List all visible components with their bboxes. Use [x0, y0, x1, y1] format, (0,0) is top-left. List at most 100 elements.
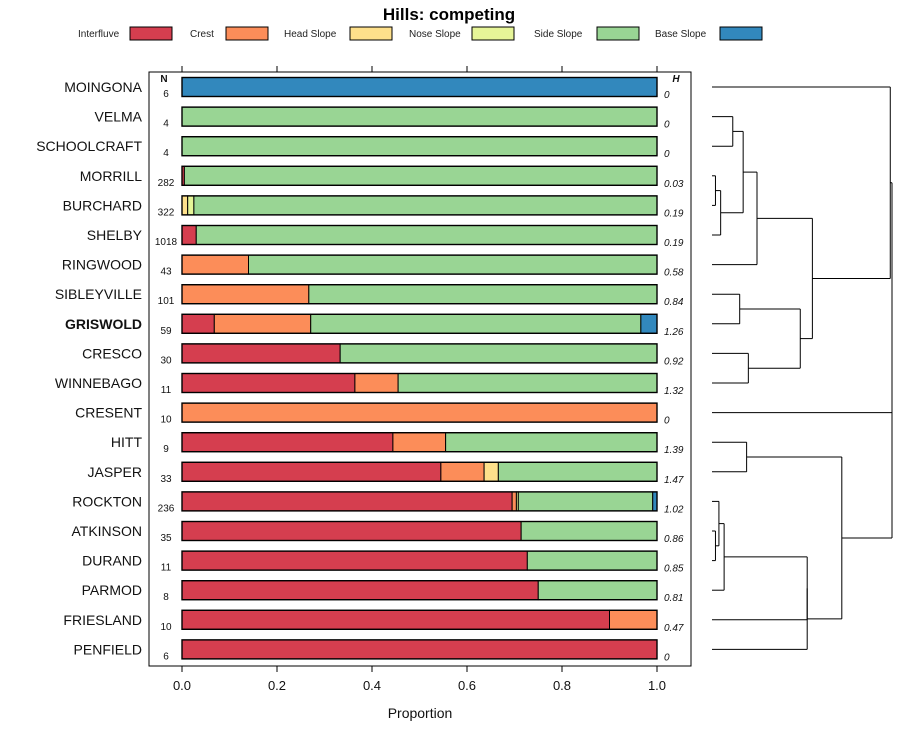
bar-parmod-side-slope [537, 580, 658, 601]
h-value-burchard: 0.19 [664, 208, 684, 219]
bar-atkinson-side-slope [520, 521, 658, 541]
bar-durand-interfluve [181, 550, 528, 571]
n-value-schoolcraft: 4 [163, 148, 169, 159]
bar-outline-cresent [181, 402, 658, 423]
legend-swatch-nose-slope [471, 26, 515, 41]
h-value-moingona: 0 [664, 90, 670, 101]
row-labels-layer: MOINGONA 6 0 VELMA 4 0 SCHOOLCRAFT 4 0 MORRILL 282… [36, 79, 684, 663]
bar-outline-parmod [181, 580, 658, 601]
row-label-rockton: ROCKTON [72, 493, 142, 509]
bar-burchard-head-slope [181, 195, 189, 216]
bar-ringwood-crest [181, 254, 249, 275]
h-value-griswold: 1.26 [664, 327, 684, 338]
bar-outline-ringwood [181, 254, 658, 275]
n-value-velma: 4 [163, 119, 169, 130]
bar-schoolcraft-side-slope [181, 136, 658, 157]
h-value-hitt: 1.39 [664, 445, 684, 456]
bar-outline-schoolcraft [181, 135, 658, 157]
n-value-penfield: 6 [163, 651, 169, 662]
legend-label-nose-slope: Nose Slope [409, 29, 461, 40]
row-label-cresco: CRESCO [82, 345, 142, 361]
row-label-burchard: BURCHARD [63, 197, 142, 213]
legend-swatch-base-slope [719, 26, 763, 41]
row-label-parmod: PARMOD [82, 582, 142, 598]
bar-cresent-crest [181, 402, 658, 423]
bar-winnebago-crest [354, 373, 399, 393]
bar-durand-side-slope [526, 550, 658, 571]
bar-atkinson-interfluve [181, 521, 522, 541]
x-tick-label-0: 0.0 [173, 678, 191, 693]
bar-hitt-crest [392, 432, 447, 453]
h-column-header: H [672, 74, 680, 85]
n-value-parmod: 8 [163, 592, 169, 603]
h-value-penfield: 0 [664, 652, 670, 663]
bar-cresco-interfluve [181, 343, 341, 364]
row-label-atkinson: ATKINSON [71, 523, 142, 539]
h-value-ringwood: 0.58 [664, 268, 684, 279]
bar-hitt-interfluve [181, 432, 394, 453]
row-label-velma: VELMA [95, 109, 143, 125]
bar-shelby-interfluve [181, 225, 197, 245]
bar-outline-velma [181, 106, 658, 127]
legend-label-side-slope: Side Slope [534, 29, 583, 40]
n-value-durand: 11 [161, 563, 172, 574]
n-value-ringwood: 43 [160, 267, 172, 278]
legend-label-interfluve: Interfluve [78, 29, 120, 40]
row-label-shelby: SHELBY [87, 227, 143, 243]
bar-jasper-head-slope [483, 461, 499, 482]
legend-label-head-slope: Head Slope [284, 29, 337, 40]
x-tick-label-2: 0.4 [363, 678, 381, 693]
h-value-jasper: 1.47 [664, 475, 684, 486]
n-value-rockton: 236 [158, 503, 175, 514]
bar-parmod-interfluve [181, 580, 539, 601]
bar-jasper-interfluve [181, 461, 442, 482]
h-value-parmod: 0.81 [664, 593, 683, 604]
h-value-cresco: 0.92 [664, 356, 684, 367]
bar-rockton-side-slope [517, 491, 654, 512]
bar-rockton-crest [511, 491, 517, 512]
bar-outline-cresco [181, 343, 658, 364]
bar-outline-jasper [181, 461, 658, 482]
chart-title: Hills: competing [383, 5, 515, 24]
n-value-jasper: 33 [160, 474, 172, 485]
legend-swatch-crest [225, 26, 269, 41]
bar-friesland-crest [609, 609, 658, 630]
bar-outline-morrill [181, 165, 658, 187]
h-value-sibleyville: 0.84 [664, 297, 684, 308]
legend-swatch-head-slope [349, 26, 393, 41]
bar-ringwood-side-slope [248, 254, 658, 275]
bar-outline-hitt [181, 432, 658, 453]
n-value-burchard: 322 [158, 207, 175, 218]
h-value-velma: 0 [664, 120, 670, 131]
bar-outline-durand [181, 550, 658, 571]
bar-rockton-interfluve [181, 491, 513, 512]
legend-label-crest: Crest [190, 29, 214, 40]
bar-outline-winnebago [181, 372, 658, 394]
row-label-cresent: CRESENT [75, 405, 142, 421]
bar-jasper-side-slope [497, 461, 658, 482]
h-value-winnebago: 1.32 [664, 386, 684, 397]
legend-label-base-slope: Base Slope [655, 29, 707, 40]
row-label-penfield: PENFIELD [74, 641, 142, 657]
n-value-cresco: 30 [160, 355, 172, 366]
x-axis: 0.0 0.2 0.4 0.6 0.8 1.0 [173, 66, 666, 693]
bar-outline-atkinson [181, 520, 658, 542]
n-value-atkinson: 35 [160, 533, 172, 544]
n-value-shelby: 1018 [155, 237, 178, 248]
row-label-jasper: JASPER [88, 464, 142, 480]
bar-cresco-side-slope [339, 343, 658, 364]
bar-griswold-interfluve [181, 313, 215, 334]
bar-burchard-nose-slope [187, 195, 195, 216]
n-value-cresent: 10 [160, 415, 172, 426]
n-value-hitt: 9 [163, 444, 169, 455]
h-value-morrill: 0.03 [664, 179, 684, 190]
h-value-rockton: 1.02 [664, 504, 684, 515]
x-tick-label-3: 0.6 [458, 678, 476, 693]
row-label-winnebago: WINNEBAGO [55, 375, 142, 391]
legend-swatch-side-slope [596, 26, 640, 41]
row-label-griswold: GRISWOLD [65, 316, 142, 332]
n-value-sibleyville: 101 [158, 296, 175, 307]
bar-griswold-base-slope [640, 313, 658, 334]
bar-velma-side-slope [181, 106, 658, 127]
